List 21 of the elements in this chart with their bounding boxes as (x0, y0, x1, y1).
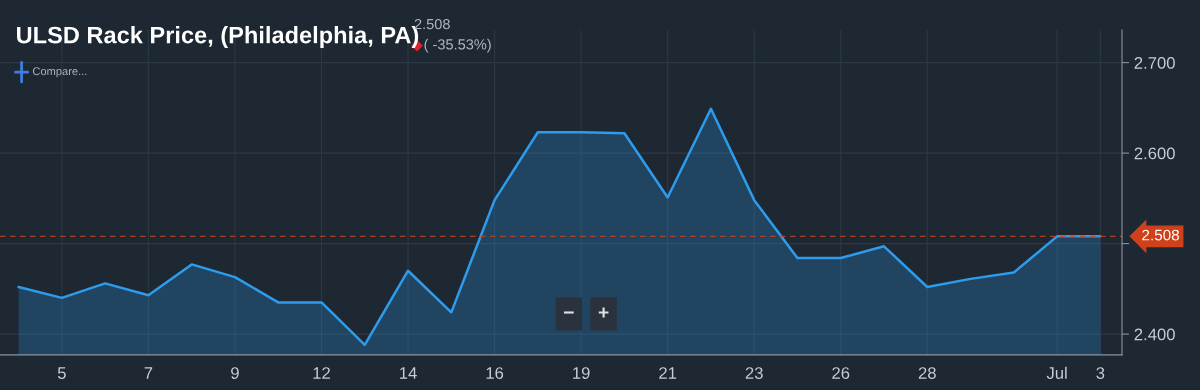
x-tick-label: 21 (659, 367, 677, 379)
x-tick-label: 23 (745, 367, 763, 379)
x-tick-label: 14 (400, 367, 417, 379)
annotation: ( -35.53%) (424, 38, 491, 53)
x-tick-label: 3 (1096, 367, 1105, 379)
x-tick-label: 26 (832, 367, 850, 379)
y-tick-label: 2.600 (1134, 147, 1175, 160)
x-tick-label: 12 (313, 367, 330, 379)
annotation: + (598, 307, 609, 318)
x-tick-label: 16 (486, 367, 504, 379)
x-tick-label: Jul (1046, 366, 1067, 379)
x-tick-label: 19 (573, 367, 590, 379)
x-tick-label: 9 (231, 367, 239, 379)
annotation: Compare... (32, 67, 87, 78)
annotation: − (563, 311, 574, 314)
x-tick-label: 28 (918, 367, 936, 379)
y-tick-label: 2.700 (1134, 57, 1175, 69)
y-tick-label: 2.400 (1134, 328, 1175, 341)
x-tick-label: 7 (144, 367, 153, 379)
ref-line-label: 2.508 (1142, 229, 1180, 241)
x-tick-label: 5 (57, 367, 66, 379)
